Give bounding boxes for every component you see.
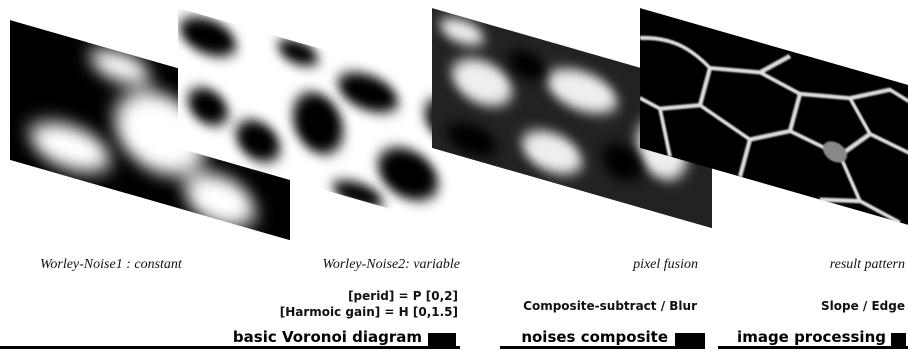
- section-block: [428, 333, 456, 347]
- panel-label: pixel fusion: [632, 257, 698, 272]
- note: [perid] = P [0,2]: [348, 289, 458, 303]
- section-block: [675, 333, 705, 347]
- note: Composite-subtract / Blur: [523, 299, 697, 313]
- note: [Harmoic gain] = H [0,1.5]: [280, 305, 458, 319]
- note: Slope / Edge: [821, 299, 905, 313]
- diagram: Worley-Noise1 : constant Worley-Noise2: …: [0, 0, 908, 351]
- section-rule: [500, 346, 705, 349]
- section-rule: [718, 346, 908, 349]
- section-title: noises composite: [521, 328, 668, 346]
- section-block: [891, 333, 906, 347]
- panel-label: Worley-Noise1 : constant: [40, 257, 183, 272]
- section-title: basic Voronoi diagram: [233, 328, 422, 346]
- panel-label: Worley-Noise2: variable: [322, 257, 460, 272]
- section-title: image processing: [737, 328, 886, 346]
- section-rule: [0, 346, 460, 349]
- panel-label: result pattern: [830, 257, 905, 272]
